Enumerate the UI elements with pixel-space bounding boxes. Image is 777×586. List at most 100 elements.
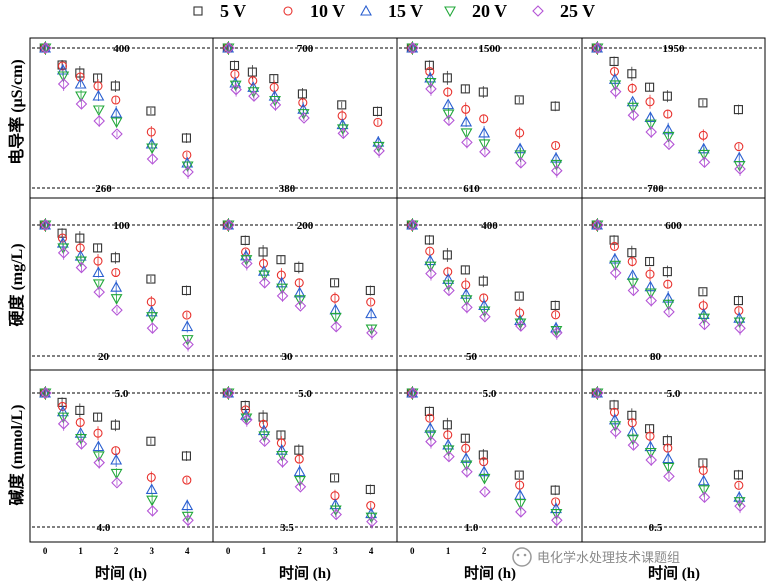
ref-label-top: 5.0: [667, 388, 681, 400]
x-axis-labels: 时间 (h) 时间 (h) 时间 (h) 时间 (h): [95, 564, 700, 582]
point-25v: [698, 318, 711, 331]
point-20v: [442, 445, 455, 457]
x-tick-label: 0: [226, 546, 231, 556]
point-20v: [57, 243, 70, 255]
point-5v: [478, 276, 488, 286]
point-25v: [663, 470, 675, 483]
point-5v: [698, 98, 708, 108]
point-20v: [146, 143, 159, 155]
point-5v: [294, 445, 304, 455]
x-tick-label: 2: [114, 546, 119, 556]
point-25v: [515, 320, 527, 332]
point-25v: [443, 450, 455, 463]
point-25v: [93, 456, 105, 469]
point-10v: [93, 428, 103, 438]
point-15v: [329, 498, 342, 510]
point-25v: [223, 42, 235, 54]
point-25v: [443, 284, 455, 297]
ref-label-top: 600: [665, 220, 682, 232]
point-10v: [515, 480, 525, 490]
x-tick-label: 4: [185, 546, 190, 556]
ref-label-bottom: 380: [279, 183, 296, 195]
point-25v: [366, 515, 378, 528]
x-tick-label: 1: [78, 546, 83, 556]
point-20v: [550, 509, 563, 520]
point-10v: [698, 465, 708, 475]
x-tick-label: 3: [149, 546, 154, 556]
point-25v: [627, 109, 640, 121]
point-5v: [110, 253, 120, 263]
point-5v: [662, 267, 672, 277]
point-10v: [461, 104, 471, 114]
panel-r3-c1: 5.0 4.0 0 1 2 3 4: [29, 369, 214, 556]
point-25v: [337, 127, 350, 140]
point-10v: [330, 293, 340, 303]
point-10v: [627, 256, 637, 267]
point-5v: [110, 420, 120, 430]
point-15v: [74, 77, 87, 89]
point-25v: [298, 112, 310, 124]
panel-frame: [396, 37, 583, 199]
x-tick-label: 1: [446, 546, 451, 556]
point-25v: [182, 338, 194, 351]
point-5v: [733, 105, 743, 115]
point-20v: [424, 261, 437, 273]
point-25v: [111, 304, 123, 316]
panel-frame: [581, 369, 766, 543]
point-25v: [645, 294, 657, 307]
point-25v: [627, 284, 640, 297]
point-20v: [110, 294, 123, 305]
point-25v: [609, 425, 622, 438]
ref-label-bottom: 260: [95, 183, 112, 195]
legend-marker-5v: [193, 6, 203, 16]
point-20v: [297, 109, 310, 120]
point-10v: [182, 310, 192, 320]
point-5v: [181, 285, 191, 296]
point-25v: [146, 322, 159, 334]
point-20v: [609, 421, 622, 432]
point-15v: [478, 126, 491, 138]
point-20v: [75, 434, 87, 445]
x-tick-label: 1: [262, 546, 267, 556]
ref-label-top: 100: [113, 220, 130, 232]
point-20v: [336, 124, 349, 136]
point-25v: [479, 146, 491, 158]
point-25v: [57, 247, 70, 259]
ref-label-bottom: 50: [466, 351, 478, 363]
point-25v: [407, 219, 419, 231]
point-25v: [294, 300, 307, 312]
point-5v: [258, 247, 268, 257]
point-10v: [515, 128, 525, 138]
point-10v: [182, 475, 192, 485]
point-25v: [75, 98, 88, 110]
point-25v: [425, 267, 437, 280]
point-5v: [181, 451, 191, 461]
point-10v: [698, 130, 708, 140]
point-25v: [407, 387, 419, 399]
point-25v: [645, 454, 657, 466]
point-25v: [479, 310, 491, 323]
point-5v: [424, 235, 434, 245]
point-5v: [146, 274, 156, 284]
point-25v: [93, 115, 105, 127]
point-25v: [425, 435, 437, 448]
point-25v: [551, 514, 563, 527]
point-10v: [551, 310, 561, 320]
point-20v: [644, 288, 657, 300]
point-15v: [442, 98, 455, 110]
point-5v: [240, 235, 250, 245]
point-20v: [609, 80, 622, 92]
point-25v: [248, 90, 260, 102]
panel-r2-c4: 600 80: [581, 197, 766, 371]
point-15v: [365, 307, 378, 319]
point-5v: [110, 81, 120, 91]
x-tick-label: 2: [482, 546, 487, 556]
point-5v: [442, 250, 452, 260]
point-5v: [460, 84, 470, 94]
legend-marker-25v: [532, 5, 544, 17]
point-5v: [181, 133, 191, 143]
point-20v: [269, 95, 281, 107]
legend-marker-15v: [360, 4, 372, 16]
panel-r2-c2: 200 30: [212, 197, 398, 371]
